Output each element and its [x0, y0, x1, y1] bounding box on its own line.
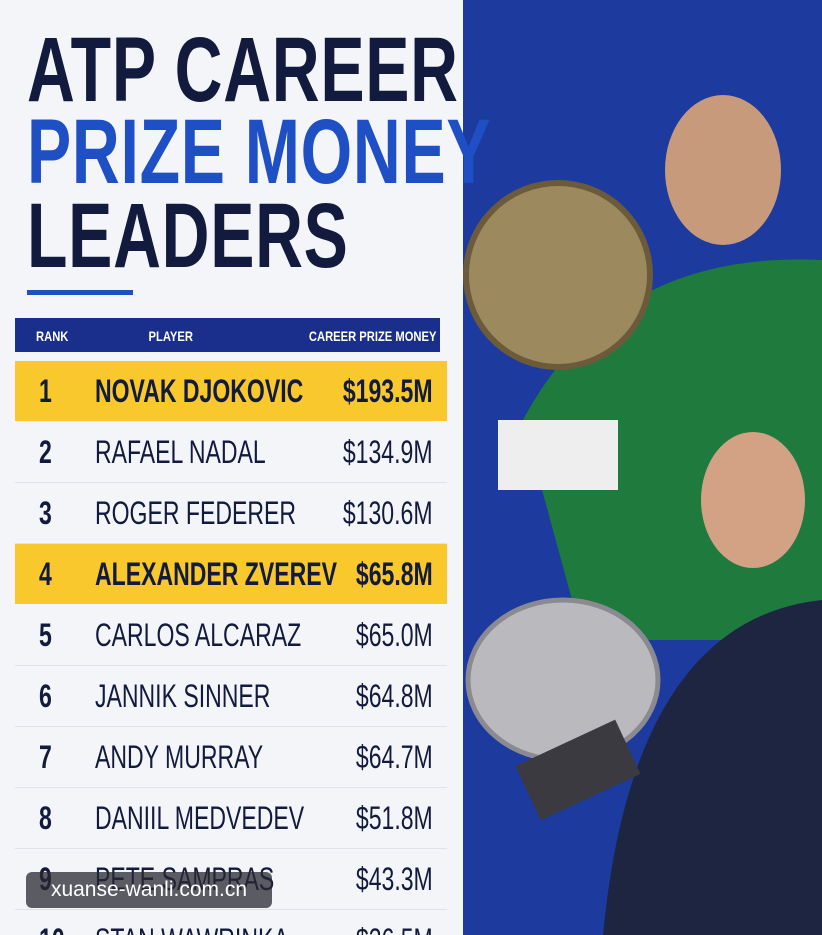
- shirt: [603, 600, 822, 935]
- photo-illustration: [463, 95, 822, 935]
- trophy-medal: [463, 180, 653, 370]
- title-line: LEADERS: [27, 185, 349, 287]
- player-head: [665, 95, 781, 245]
- player-name: RAFAEL NADAL: [95, 434, 266, 470]
- prize-money: $65.8M: [356, 556, 433, 592]
- table-row: 10 STAN WAWRINKA $36.5M: [15, 910, 447, 935]
- column-header: RANK: [36, 328, 69, 344]
- table-row: 3 ROGER FEDERER $130.6M: [15, 483, 447, 544]
- player-name: CARLOS ALCARAZ: [95, 617, 302, 653]
- table-row: 2 RAFAEL NADAL $134.9M: [15, 422, 447, 483]
- rank: 6: [39, 678, 52, 714]
- table-row: 6 JANNIK SINNER $64.8M: [15, 666, 447, 727]
- title-line: PRIZE MONEY: [27, 101, 492, 203]
- table-row: 8 DANIIL MEDVEDEV $51.8M: [15, 788, 447, 849]
- table-header: RANK PLAYER CAREER PRIZE MONEY: [15, 318, 440, 352]
- table-row: 4 ALEXANDER ZVEREV $65.8M: [15, 544, 447, 604]
- player-name: ROGER FEDERER: [95, 495, 296, 531]
- rank: 2: [39, 434, 52, 470]
- prize-money: $64.7M: [356, 739, 433, 775]
- trophy-base: [515, 719, 641, 821]
- column-header: CAREER PRIZE MONEY: [308, 328, 436, 344]
- rank: 1: [39, 373, 52, 409]
- prize-money: $64.8M: [356, 678, 433, 714]
- player-head: [701, 432, 805, 568]
- rank: 7: [39, 739, 52, 775]
- prize-money: $65.0M: [356, 617, 433, 653]
- player-name: ALEXANDER ZVEREV: [95, 556, 337, 592]
- rank: 3: [39, 495, 52, 531]
- title-line: ATP CAREER: [27, 19, 459, 121]
- trophy-base: [498, 420, 618, 490]
- trophy-cup: [465, 597, 661, 763]
- prize-money: $36.5M: [356, 924, 433, 935]
- player-name: JANNIK SINNER: [95, 678, 271, 714]
- rank: 5: [39, 617, 52, 653]
- prize-money: $193.5M: [343, 373, 433, 409]
- player-name: STAN WAWRINKA: [95, 924, 289, 935]
- player-name: NOVAK DJOKOVIC: [95, 373, 304, 409]
- table-row: 5 CARLOS ALCARAZ $65.0M: [15, 605, 447, 666]
- player-name: ANDY MURRAY: [95, 739, 264, 775]
- rank: 8: [39, 800, 52, 836]
- title-rule: [27, 290, 133, 295]
- prize-money: $51.8M: [356, 800, 433, 836]
- column-header: PLAYER: [148, 328, 193, 344]
- photo-panel: [463, 0, 822, 935]
- table-row: 1 NOVAK DJOKOVIC $193.5M: [15, 361, 447, 421]
- prize-money: $130.6M: [343, 495, 433, 531]
- rank: 4: [39, 556, 52, 592]
- prize-money: $134.9M: [343, 434, 433, 470]
- rank: 10: [39, 924, 65, 935]
- player-name: DANIIL MEDVEDEV: [95, 800, 305, 836]
- table-row: 7 ANDY MURRAY $64.7M: [15, 727, 447, 788]
- watermark: xuanse-wanli.com.cn: [26, 872, 272, 908]
- prize-money: $43.3M: [356, 861, 433, 897]
